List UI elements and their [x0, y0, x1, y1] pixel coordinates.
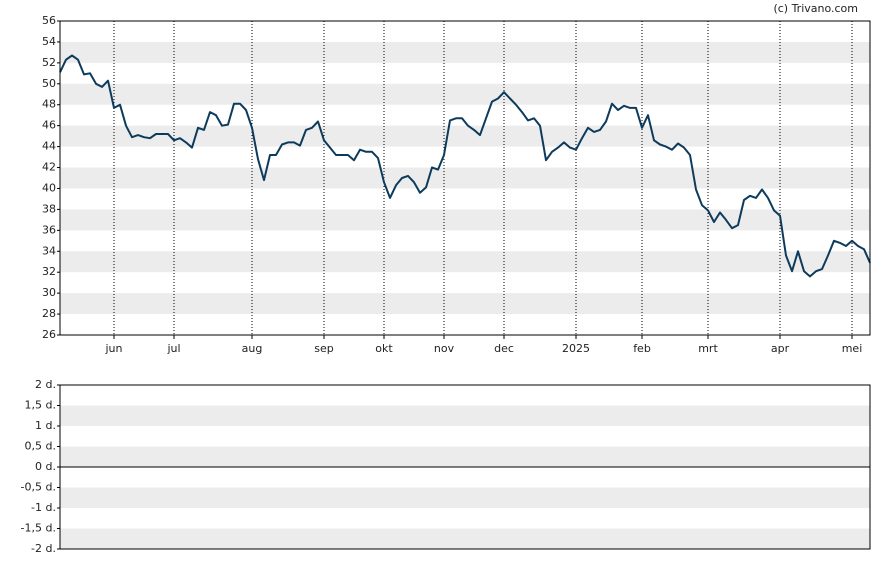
grid-band — [60, 167, 870, 189]
plot-frame — [59, 20, 871, 336]
grid-band — [60, 446, 870, 467]
y-tick-label: -1 d. — [31, 501, 56, 514]
y-tick-label: -2 d. — [31, 542, 56, 555]
y-tick-label: 28 — [42, 307, 56, 320]
grid-band — [60, 41, 870, 63]
y-tick-label: 1 d. — [35, 419, 56, 432]
grid-band — [60, 405, 870, 426]
y-tick-label: 38 — [42, 202, 56, 215]
x-tick-label: nov — [434, 342, 455, 355]
y-tick-label: 36 — [42, 223, 56, 236]
y-tick-label: 0,5 d. — [25, 440, 56, 453]
grid-band — [60, 83, 870, 105]
x-tick-label: aug — [242, 342, 263, 355]
y-tick-label: 54 — [42, 35, 56, 48]
source-credit: (c) Trivano.com — [773, 2, 858, 15]
x-tick-label: 2025 — [562, 342, 590, 355]
x-tick-label: sep — [314, 342, 333, 355]
y-tick-label: -1,5 d. — [21, 522, 56, 535]
y-tick-label: 30 — [42, 286, 56, 299]
x-tick-label: dec — [494, 342, 514, 355]
grid-band — [60, 487, 870, 508]
y-tick-label: 40 — [42, 181, 56, 194]
x-tick-label: jul — [166, 342, 180, 355]
x-tick-label: okt — [375, 342, 393, 355]
y-tick-label: 2 d. — [35, 378, 56, 391]
grid-band — [60, 251, 870, 273]
y-tick-label: 0 d. — [35, 460, 56, 473]
y-tick-label: 42 — [42, 161, 56, 174]
y-tick-label: 46 — [42, 119, 56, 132]
plot-frame — [59, 384, 871, 550]
y-tick-label: 48 — [42, 98, 56, 111]
y-tick-label: 1,5 d. — [25, 399, 56, 412]
price-line — [59, 54, 871, 278]
y-tick-label: 52 — [42, 56, 56, 69]
x-tick-label: feb — [633, 342, 651, 355]
x-tick-label: mrt — [698, 342, 718, 355]
y-tick-label: 26 — [42, 328, 56, 341]
grid-band — [60, 209, 870, 231]
y-tick-label: 32 — [42, 265, 56, 278]
y-tick-label: -0,5 d. — [21, 481, 56, 494]
y-tick-label: 56 — [42, 14, 56, 27]
x-tick-label: apr — [771, 342, 790, 355]
x-tick-label: mei — [842, 342, 863, 355]
y-tick-label: 34 — [42, 244, 56, 257]
y-tick-label: 50 — [42, 77, 56, 90]
x-tick-label: jun — [105, 342, 123, 355]
grid-band — [60, 528, 870, 549]
grid-band — [60, 293, 870, 315]
y-tick-label: 44 — [42, 140, 56, 153]
grid-band — [60, 125, 870, 147]
